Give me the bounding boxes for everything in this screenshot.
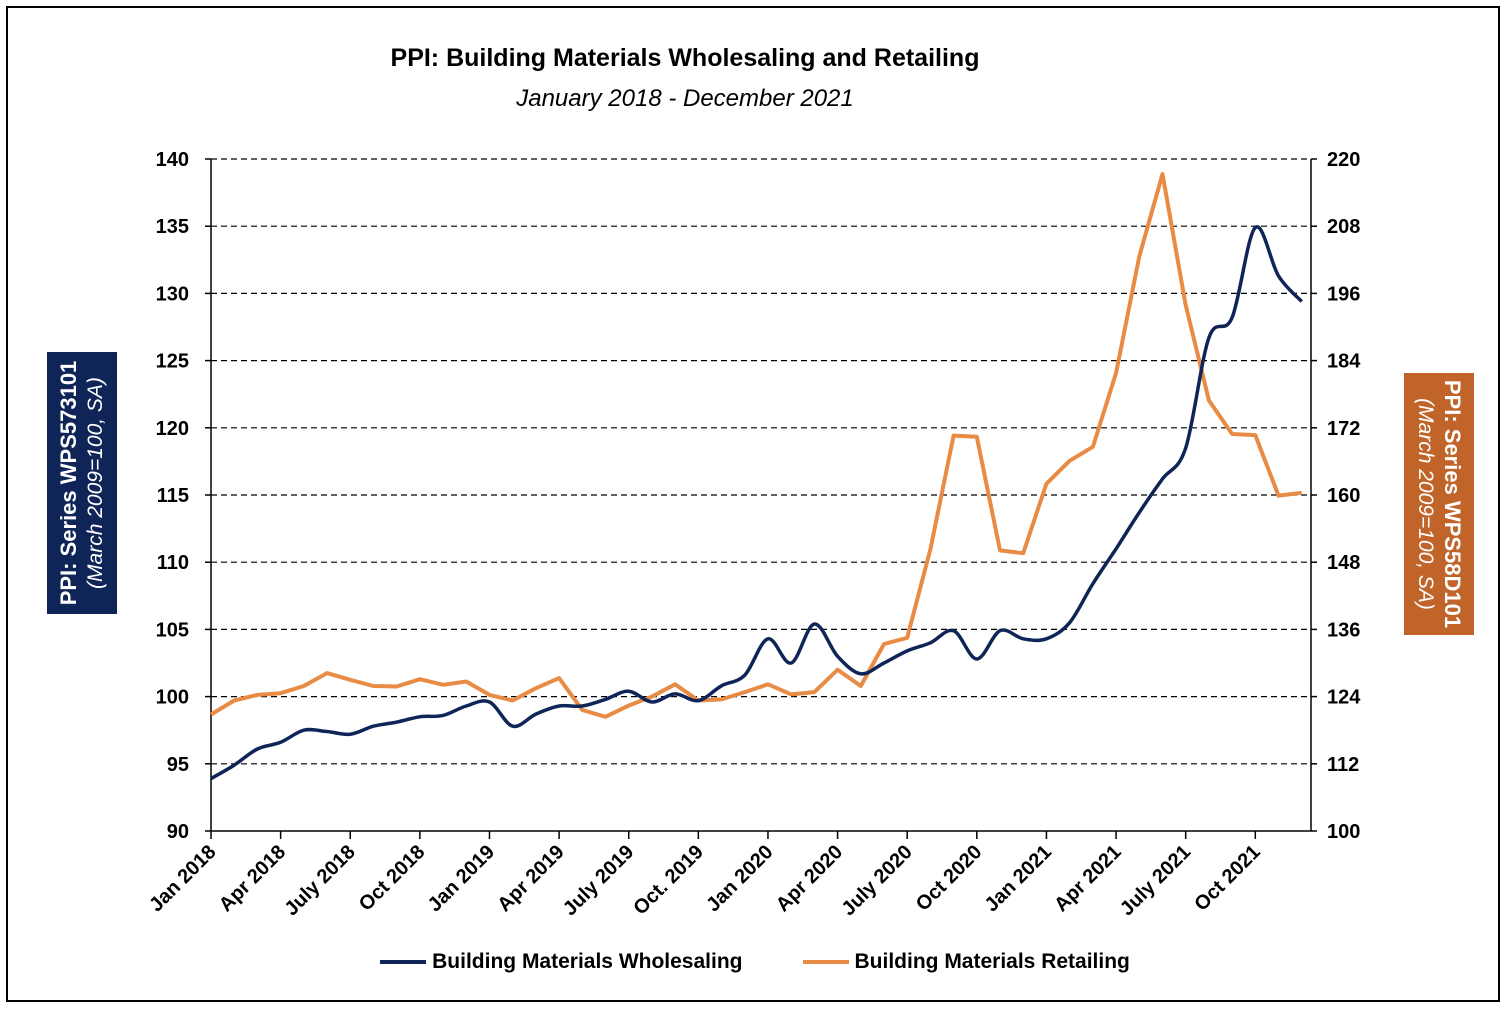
- x-tick-label: July 2020: [837, 841, 916, 920]
- left-axis-title: PPI: Series WPS573101 (March 2009=100, S…: [47, 352, 117, 614]
- y-left-tick-label: 135: [156, 216, 189, 238]
- y-right-tick-label: 196: [1327, 283, 1360, 305]
- x-tick-label: Jan 2021: [981, 841, 1056, 916]
- y-right-tick-label: 208: [1327, 216, 1360, 238]
- chart-title: PPI: Building Materials Wholesaling and …: [390, 44, 980, 72]
- x-tick-label: Jan 2019: [424, 841, 499, 916]
- x-tick-label: Oct 2021: [1190, 841, 1265, 916]
- y-left-tick-label: 110: [157, 552, 189, 574]
- legend-label-wholesaling: Building Materials Wholesaling: [432, 950, 743, 973]
- y-left-tick-label: 130: [156, 283, 189, 305]
- y-right-tick-label: 160: [1327, 485, 1360, 507]
- x-tick-label: Oct. 2019: [629, 841, 707, 919]
- x-tick-label: Apr 2020: [772, 841, 847, 916]
- y-right-tick-label: 124: [1327, 687, 1361, 709]
- legend: Building Materials Wholesaling Building …: [0, 950, 1510, 974]
- series-line-retailing: [209, 172, 1302, 719]
- y-right-tick-label: 136: [1327, 619, 1360, 641]
- y-left-tick-label: 90: [167, 821, 189, 843]
- legend-swatch-wholesaling: [380, 960, 427, 964]
- x-tick-label: Apr 2021: [1050, 841, 1125, 916]
- y-left-tick-label: 120: [156, 418, 189, 440]
- chart-frame: [6, 6, 1500, 1002]
- legend-item-retailing: Building Materials Retailing: [802, 950, 1130, 974]
- right-axis-title: PPI: Series WPS58D101 (March 2009=100, S…: [1404, 373, 1474, 635]
- y-right-tick-label: 112: [1327, 754, 1359, 776]
- x-tick-label: Apr 2018: [215, 841, 290, 916]
- y-right-tick-label: 172: [1327, 418, 1360, 440]
- x-tick-label: July 2019: [559, 841, 638, 920]
- y-right-tick-label: 184: [1327, 351, 1361, 373]
- y-left-tick-label: 105: [156, 619, 189, 641]
- y-left-tick-label: 115: [157, 485, 189, 507]
- x-tick-label: Oct 2018: [355, 841, 430, 916]
- legend-label-retailing: Building Materials Retailing: [854, 950, 1130, 973]
- y-right-tick-label: 100: [1327, 821, 1360, 843]
- x-tick-label: Oct 2020: [912, 841, 987, 916]
- y-left-tick-label: 140: [156, 149, 189, 171]
- x-tick-label: Apr 2019: [493, 841, 568, 916]
- legend-item-wholesaling: Building Materials Wholesaling: [380, 950, 743, 974]
- y-left-tick-label: 100: [156, 687, 189, 709]
- y-left-tick-label: 125: [156, 351, 189, 373]
- legend-swatch-retailing: [802, 960, 849, 964]
- x-tick-label: Jan 2020: [702, 841, 777, 916]
- y-right-tick-label: 220: [1327, 149, 1360, 171]
- x-tick-label: Jan 2018: [145, 841, 220, 916]
- x-tick-label: July 2018: [281, 841, 360, 920]
- series-line-wholesaling: [210, 225, 1303, 781]
- x-tick-label: July 2021: [1116, 841, 1195, 920]
- y-left-tick-label: 95: [167, 754, 189, 776]
- chart-subtitle: January 2018 - December 2021: [516, 85, 854, 112]
- y-right-tick-label: 148: [1327, 552, 1360, 574]
